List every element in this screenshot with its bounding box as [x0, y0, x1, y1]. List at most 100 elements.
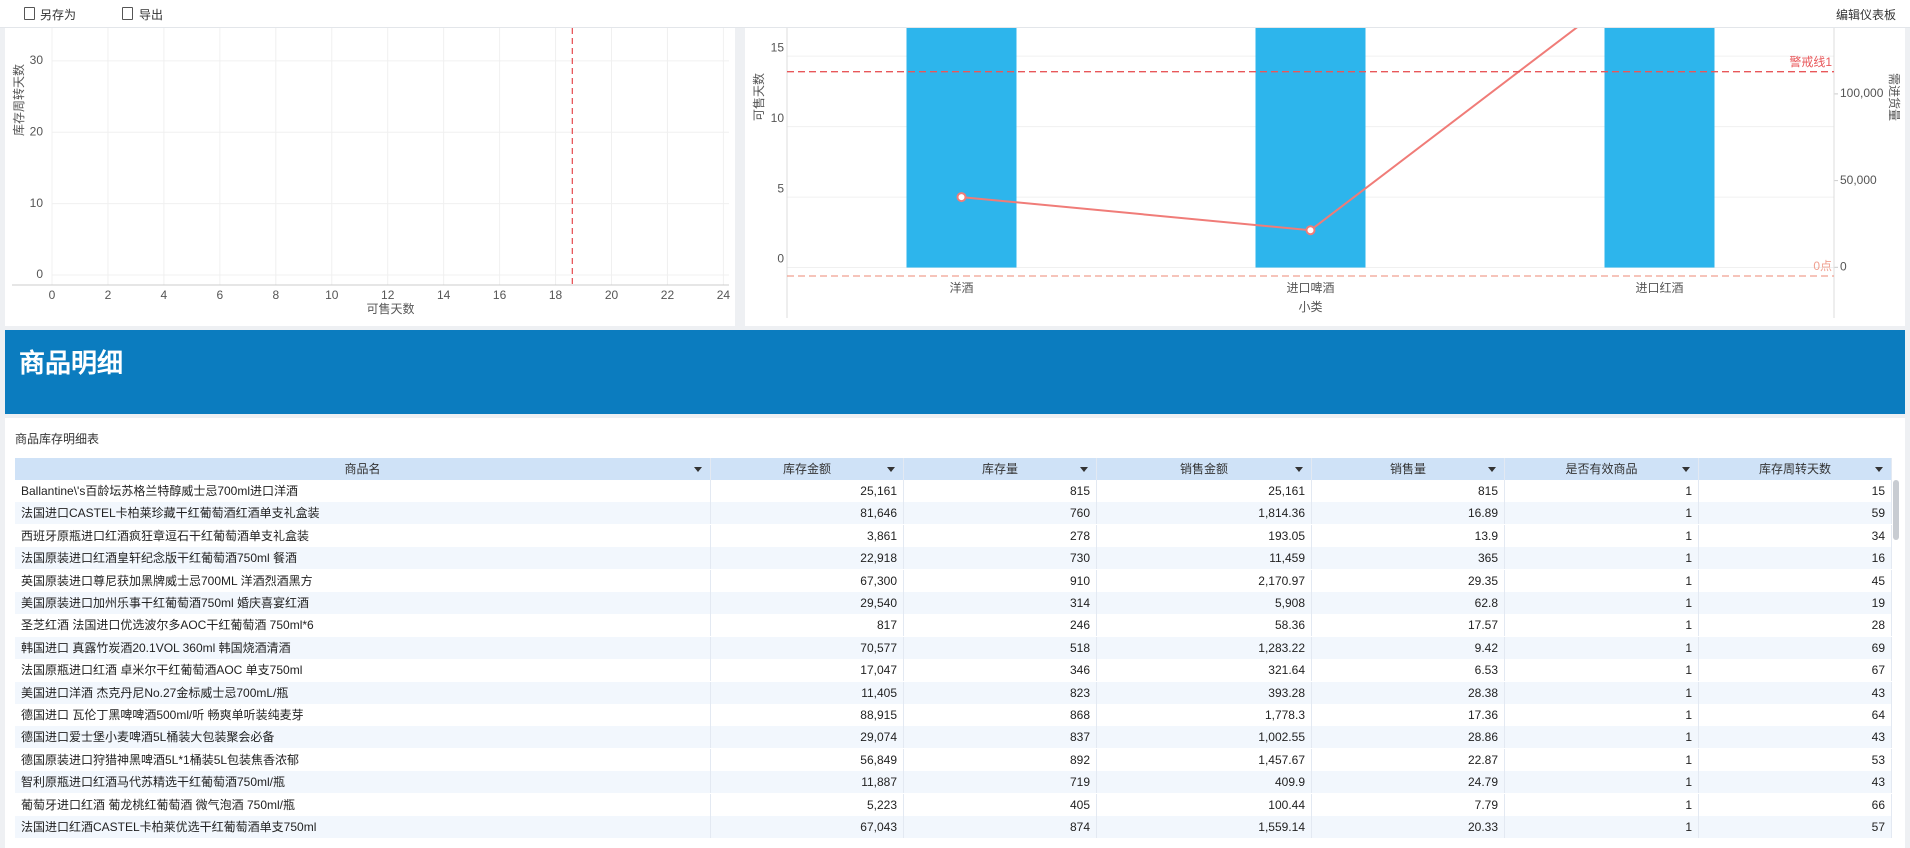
value-cell: 57 — [1699, 816, 1892, 838]
plot-area — [906, 28, 1715, 268]
value-cell: 193.05 — [1097, 524, 1312, 547]
x-tick-label: 进口啤酒 — [1286, 280, 1334, 295]
y2-tick-label: 100,000 — [1840, 86, 1884, 100]
y-axis-title: 可售天数 — [751, 73, 766, 121]
x-tick-label: 6 — [217, 288, 224, 302]
column-header[interactable]: 库存金额 — [711, 458, 904, 480]
sort-menu[interactable] — [1080, 467, 1088, 472]
column-header[interactable]: 是否有效商品 — [1505, 458, 1699, 480]
value-cell: 59 — [1699, 502, 1892, 525]
value-cell: 321.64 — [1097, 659, 1312, 682]
export-button[interactable]: 导出 — [139, 8, 164, 22]
value-cell: 24.79 — [1312, 771, 1505, 794]
value-cell: 45 — [1699, 569, 1892, 592]
value-cell: 1 — [1505, 524, 1699, 547]
value-cell: 16 — [1699, 547, 1892, 570]
value-cell: 100.44 — [1097, 793, 1312, 816]
name-cell: 葡萄牙进口红酒 葡龙桃红葡萄酒 微气泡酒 750ml/瓶 — [15, 793, 711, 816]
value-cell: 28.38 — [1312, 681, 1505, 704]
sort-menu[interactable] — [694, 467, 702, 472]
value-cell: 29,540 — [711, 592, 904, 614]
value-cell: 25,161 — [1097, 480, 1312, 502]
value-cell: 393.28 — [1097, 681, 1312, 704]
value-cell: 88,915 — [711, 704, 904, 726]
value-cell: 1 — [1505, 480, 1699, 502]
value-cell: 58.36 — [1097, 614, 1312, 637]
value-cell: 20.33 — [1312, 816, 1505, 838]
bar — [1604, 28, 1715, 268]
column-header[interactable]: 库存周转天数 — [1699, 458, 1892, 480]
value-cell: 5,908 — [1097, 592, 1312, 614]
value-cell: 719 — [904, 771, 1097, 794]
value-cell: 56,849 — [711, 748, 904, 771]
value-cell: 1 — [1505, 793, 1699, 816]
sort-menu[interactable] — [1295, 467, 1303, 472]
value-cell: 43 — [1699, 726, 1892, 749]
x-tick-label: 14 — [437, 288, 451, 302]
y2-axis-title: 需进货量 — [1887, 73, 1902, 121]
y-tick-label: 0 — [36, 267, 43, 281]
name-cell: 法国原瓶进口红酒 卓米尔干红葡萄酒AOC 单支750ml — [15, 659, 711, 682]
value-cell: 62.8 — [1312, 592, 1505, 614]
x-tick-label: 16 — [493, 288, 507, 302]
value-cell: 66 — [1699, 793, 1892, 816]
value-cell: 874 — [904, 816, 1097, 838]
y-tick-label: 5 — [777, 181, 784, 195]
y-tick-label: 20 — [30, 124, 44, 138]
x-axis-title: 小类 — [1298, 300, 1322, 314]
sort-menu[interactable] — [1488, 467, 1496, 472]
value-cell: 69 — [1699, 636, 1892, 659]
value-cell: 892 — [904, 748, 1097, 771]
value-cell: 817 — [711, 614, 904, 637]
x-tick-label: 24 — [717, 288, 731, 302]
value-cell: 823 — [904, 681, 1097, 704]
edit-dashboard-button[interactable]: 编辑仪表板 — [1836, 8, 1897, 22]
value-cell: 28.86 — [1312, 726, 1505, 749]
value-cell: 1 — [1505, 614, 1699, 637]
value-cell: 11,887 — [711, 771, 904, 794]
value-cell: 81,646 — [711, 502, 904, 525]
name-cell: 韩国进口 真露竹炭酒20.1VOL 360ml 韩国烧酒清酒 — [15, 636, 711, 659]
value-cell: 67,300 — [711, 569, 904, 592]
column-header[interactable]: 销售金额 — [1097, 458, 1312, 480]
column-header[interactable]: 商品名 — [15, 458, 711, 480]
value-cell: 43 — [1699, 681, 1892, 704]
value-cell: 6.53 — [1312, 659, 1505, 682]
x-tick-label: 4 — [161, 288, 168, 302]
sort-menu[interactable] — [887, 467, 895, 472]
table-title: 商品库存明细表 — [15, 432, 100, 446]
value-cell: 2,170.97 — [1097, 569, 1312, 592]
save-as-button[interactable]: 另存为 — [40, 8, 77, 22]
scrollbar[interactable] — [1893, 480, 1899, 540]
name-cell: 英国原装进口尊尼获加黑牌威士忌700ML 洋酒烈酒黑方 — [15, 569, 711, 592]
value-cell: 22,918 — [711, 547, 904, 570]
value-cell: 34 — [1699, 524, 1892, 547]
name-cell: 法国进口CASTEL卡柏莱珍藏干红葡萄酒红酒单支礼盒装 — [15, 502, 711, 525]
toolbar: 另存为 导出 编辑仪表板 — [0, 0, 1910, 28]
x-tick-label: 22 — [661, 288, 675, 302]
value-cell: 53 — [1699, 748, 1892, 771]
sort-menu[interactable] — [1875, 467, 1883, 472]
column-header[interactable]: 库存量 — [904, 458, 1097, 480]
value-cell: 5,223 — [711, 793, 904, 816]
value-cell: 1,778.3 — [1097, 704, 1312, 726]
y2-tick-label: 0 — [1840, 260, 1847, 274]
value-cell: 1,457.67 — [1097, 748, 1312, 771]
value-cell: 16.89 — [1312, 502, 1505, 525]
value-cell: 7.79 — [1312, 793, 1505, 816]
value-cell: 1 — [1505, 816, 1699, 838]
column-header[interactable]: 销售量 — [1312, 458, 1505, 480]
sort-menu[interactable] — [1682, 467, 1690, 472]
scatter-panel — [5, 28, 735, 326]
value-cell: 1 — [1505, 748, 1699, 771]
value-cell: 760 — [904, 502, 1097, 525]
reference-label: 警戒线1 — [1789, 54, 1832, 69]
y-tick-label: 10 — [30, 196, 44, 210]
value-cell: 25,161 — [711, 480, 904, 502]
value-cell: 1 — [1505, 659, 1699, 682]
name-cell: 法国进口红酒CASTEL卡柏莱优选干红葡萄酒单支750ml — [15, 816, 711, 838]
value-cell: 11,405 — [711, 681, 904, 704]
name-cell: 美国进口洋酒 杰克丹尼No.27金标威士忌700mL/瓶 — [15, 681, 711, 704]
value-cell: 1 — [1505, 681, 1699, 704]
